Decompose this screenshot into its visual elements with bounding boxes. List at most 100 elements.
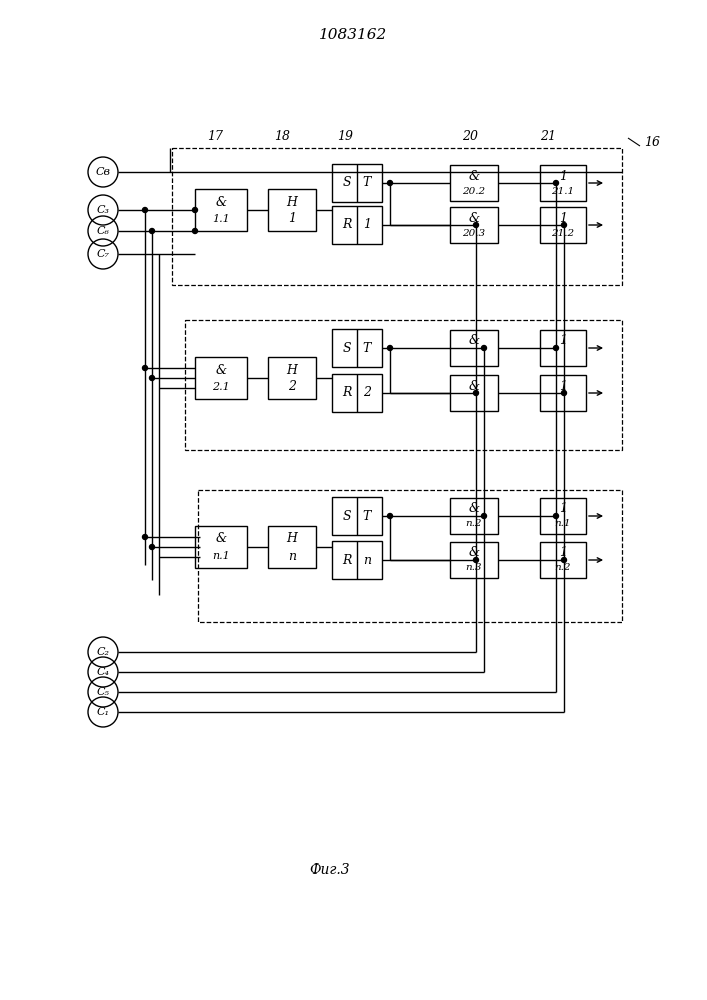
Text: 1083162: 1083162 bbox=[319, 28, 387, 42]
Text: 16: 16 bbox=[644, 136, 660, 149]
Text: 1: 1 bbox=[559, 169, 567, 182]
Text: 1: 1 bbox=[288, 213, 296, 226]
Circle shape bbox=[481, 346, 486, 351]
Text: п.2: п.2 bbox=[555, 564, 571, 572]
Text: п.1: п.1 bbox=[212, 551, 230, 561]
Text: C₅: C₅ bbox=[96, 687, 110, 697]
Bar bbox=[450, 165, 498, 201]
Bar bbox=[450, 498, 498, 534]
Text: S: S bbox=[343, 342, 351, 355]
Text: C₃: C₃ bbox=[96, 205, 110, 215]
Text: Cв: Cв bbox=[95, 167, 110, 177]
Text: п.3: п.3 bbox=[466, 564, 482, 572]
Text: R: R bbox=[342, 219, 351, 232]
Circle shape bbox=[143, 208, 148, 213]
Text: 2: 2 bbox=[288, 380, 296, 393]
Bar bbox=[540, 165, 586, 201]
Text: &: & bbox=[469, 169, 479, 182]
Text: 1: 1 bbox=[559, 379, 567, 392]
Circle shape bbox=[387, 180, 392, 186]
Text: S: S bbox=[343, 510, 351, 522]
Circle shape bbox=[143, 534, 148, 540]
Text: C₄: C₄ bbox=[96, 667, 110, 677]
Bar bbox=[195, 526, 247, 568]
Circle shape bbox=[192, 208, 197, 213]
Text: T: T bbox=[363, 176, 371, 190]
Text: 1: 1 bbox=[559, 212, 567, 225]
Bar bbox=[332, 164, 382, 202]
Circle shape bbox=[554, 346, 559, 351]
Bar bbox=[185, 320, 622, 450]
Circle shape bbox=[192, 229, 197, 233]
Circle shape bbox=[387, 346, 392, 351]
Circle shape bbox=[474, 390, 479, 395]
Bar bbox=[540, 375, 586, 411]
Bar bbox=[198, 490, 622, 622]
Circle shape bbox=[149, 544, 155, 550]
Text: H: H bbox=[286, 532, 298, 546]
Text: R: R bbox=[342, 386, 351, 399]
Text: &: & bbox=[216, 532, 226, 546]
Text: 1.1: 1.1 bbox=[212, 214, 230, 224]
Circle shape bbox=[474, 223, 479, 228]
Bar bbox=[332, 497, 382, 535]
Text: C₂: C₂ bbox=[96, 647, 110, 657]
Text: R: R bbox=[342, 554, 351, 566]
Text: 21.2: 21.2 bbox=[551, 229, 575, 237]
Text: 1: 1 bbox=[559, 546, 567, 560]
Text: 17: 17 bbox=[207, 129, 223, 142]
Bar bbox=[195, 357, 247, 399]
Text: &: & bbox=[216, 196, 226, 209]
Text: 18: 18 bbox=[274, 129, 290, 142]
Circle shape bbox=[143, 365, 148, 370]
Text: 1: 1 bbox=[363, 219, 371, 232]
Text: &: & bbox=[216, 363, 226, 376]
Bar bbox=[195, 189, 247, 231]
Bar bbox=[268, 189, 316, 231]
Text: 1: 1 bbox=[559, 502, 567, 516]
Bar bbox=[332, 541, 382, 579]
Text: T: T bbox=[363, 510, 371, 522]
Text: 20.2: 20.2 bbox=[462, 186, 486, 196]
Text: T: T bbox=[363, 342, 371, 355]
Circle shape bbox=[149, 229, 155, 233]
Text: C₇: C₇ bbox=[96, 249, 110, 259]
Bar bbox=[332, 329, 382, 367]
Text: &: & bbox=[469, 379, 479, 392]
Bar bbox=[450, 375, 498, 411]
Bar bbox=[332, 206, 382, 244]
Text: &: & bbox=[469, 546, 479, 560]
Text: C₁: C₁ bbox=[96, 707, 110, 717]
Circle shape bbox=[561, 558, 566, 562]
Text: &: & bbox=[469, 502, 479, 516]
Circle shape bbox=[481, 514, 486, 518]
Circle shape bbox=[561, 223, 566, 228]
Circle shape bbox=[561, 390, 566, 395]
Bar bbox=[172, 148, 622, 285]
Text: п.2: п.2 bbox=[466, 520, 482, 528]
Text: п: п bbox=[288, 550, 296, 562]
Bar bbox=[450, 330, 498, 366]
Bar bbox=[540, 542, 586, 578]
Text: 21: 21 bbox=[540, 129, 556, 142]
Circle shape bbox=[387, 514, 392, 518]
Text: Фиг.3: Фиг.3 bbox=[310, 863, 350, 877]
Bar bbox=[332, 374, 382, 412]
Text: 1: 1 bbox=[559, 334, 567, 348]
Text: п.1: п.1 bbox=[555, 520, 571, 528]
Text: 21.1: 21.1 bbox=[551, 186, 575, 196]
Circle shape bbox=[554, 180, 559, 186]
Text: C₆: C₆ bbox=[96, 226, 110, 236]
Text: &: & bbox=[469, 334, 479, 348]
Text: 2.1: 2.1 bbox=[212, 382, 230, 392]
Circle shape bbox=[554, 514, 559, 518]
Text: H: H bbox=[286, 363, 298, 376]
Text: п: п bbox=[363, 554, 371, 566]
Text: 19: 19 bbox=[337, 129, 353, 142]
Bar bbox=[540, 498, 586, 534]
Bar bbox=[268, 526, 316, 568]
Circle shape bbox=[474, 558, 479, 562]
Text: 20: 20 bbox=[462, 129, 478, 142]
Text: 20.3: 20.3 bbox=[462, 229, 486, 237]
Text: &: & bbox=[469, 212, 479, 225]
